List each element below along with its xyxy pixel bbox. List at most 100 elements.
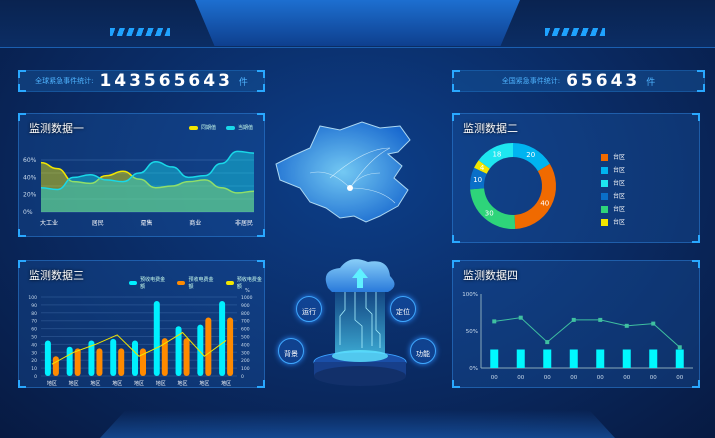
data-point — [598, 317, 603, 322]
panel-monitor-4: 监测数据四 0% 50% 100% 00 00 00 00 00 00 00 00 — [452, 260, 700, 388]
x-tick-label: 00 — [676, 375, 683, 381]
y2-tick-label: 300 — [241, 350, 250, 356]
x-tick-label: 00 — [570, 375, 577, 381]
y2-tick-label: 0 — [241, 374, 244, 380]
x-tick-label: 00 — [491, 375, 498, 381]
panel-monitor-2: 监测数据二 20 40 30 10 4 18 台区 台区 台区 台区 台区 台区 — [452, 113, 700, 243]
bar — [219, 300, 226, 376]
legend-item: 台区 — [601, 216, 625, 229]
y2-tick-label: 900 — [241, 303, 250, 309]
bar-line-chart: 0% 50% 100% 00 00 00 00 00 00 00 00 — [462, 292, 693, 381]
corner-decoration — [692, 113, 700, 121]
header-bar — [0, 0, 715, 48]
donut-legend: 台区 台区 台区 台区 台区 台区 — [601, 151, 625, 229]
legend-item: 台区 — [601, 203, 625, 216]
y2-tick-label: 500 — [241, 335, 250, 341]
corner-decoration — [18, 113, 26, 121]
corner-decoration — [257, 229, 265, 237]
header-decoration — [545, 28, 605, 36]
x-tick-label: 00 — [544, 375, 551, 381]
legend-item: 台区 — [601, 151, 625, 164]
y-tick-label: 100 — [28, 295, 37, 301]
data-point — [545, 340, 550, 345]
bar — [622, 349, 631, 368]
data-point — [492, 319, 497, 324]
corner-decoration — [452, 113, 460, 121]
x-tick-label: 地区 — [199, 380, 209, 387]
x-tick-label: 地区 — [47, 380, 57, 387]
donut-slice — [470, 167, 487, 190]
y-tick-label: 70 — [31, 319, 37, 325]
panel-monitor-3: 监测数据三 预收电费金额 预收电费金额 预收电费金额 0 0 10 100 20 200 3… — [18, 260, 265, 388]
panel-monitor-1: 监测数据一 同期值 当期值 0% 20% 40% 60% 大工业 居民 趸售 商业 非居民 — [18, 113, 265, 237]
bar — [161, 338, 168, 376]
feature-locate[interactable]: 定位 — [390, 296, 416, 322]
map-china-icon — [275, 121, 411, 223]
y-tick-label: 0 — [34, 374, 37, 380]
slice-label: 4 — [480, 164, 485, 172]
corner-decoration — [697, 84, 705, 92]
slice-label: 10 — [473, 176, 482, 184]
feature-function[interactable]: 功能 — [410, 338, 436, 364]
feature-run[interactable]: 运行 — [296, 296, 322, 322]
corner-decoration — [692, 260, 700, 268]
corner-decoration — [692, 380, 700, 388]
bar — [132, 340, 138, 376]
y-tick-label: 100% — [462, 292, 478, 298]
panel-title: 监测数据二 — [463, 122, 518, 135]
corner-decoration — [257, 84, 265, 92]
header-title-plate — [195, 0, 520, 46]
panel-title: 监测数据四 — [463, 269, 518, 282]
corner-decoration — [18, 260, 26, 268]
x-tick-label: 大工业 — [40, 219, 58, 227]
y-tick-label: 20 — [31, 358, 37, 364]
y2-tick-label: 200 — [241, 358, 250, 364]
bar — [649, 349, 658, 368]
slice-label: 30 — [485, 210, 494, 218]
bar — [205, 317, 212, 376]
series-line — [494, 317, 681, 348]
area-chart: 0% 20% 40% 60% 大工业 居民 趸售 商业 非居民 — [23, 150, 255, 227]
bar — [569, 349, 578, 368]
corner-decoration — [257, 113, 265, 121]
x-tick-label: 商业 — [189, 219, 201, 227]
donut-slice — [514, 163, 556, 229]
donut-slice — [478, 143, 514, 169]
y-tick-label: 30 — [31, 350, 37, 356]
x-tick-label: 地区 — [69, 380, 79, 387]
series-line — [51, 331, 227, 365]
y2-tick-label: 100 — [241, 366, 250, 372]
legend-item: 同期值 — [189, 124, 216, 131]
bar — [110, 338, 117, 376]
feature-background[interactable]: 背景 — [278, 338, 304, 364]
national-stat-label: 全国紧急事件统计: — [501, 77, 561, 85]
bar — [140, 348, 146, 376]
chart-legend: 同期值 当期值 — [189, 124, 253, 131]
donut-slice — [470, 187, 516, 229]
corner-decoration — [452, 260, 460, 268]
y-tick-label: 10 — [31, 366, 37, 372]
legend-item: 预收电费金额 — [129, 276, 167, 290]
series-area — [41, 162, 254, 212]
corner-decoration — [18, 70, 26, 78]
bar — [175, 326, 182, 376]
y-tick-label: 80 — [31, 311, 37, 317]
corner-decoration — [18, 84, 26, 92]
corner-decoration — [452, 380, 460, 388]
bar — [66, 346, 73, 376]
panel-title: 监测数据一 — [29, 122, 84, 135]
x-tick-label: 00 — [597, 375, 604, 381]
bar-line-chart: 0 0 10 100 20 200 30 300 40 400 50 500 60 600 70 700 80 8… — [28, 288, 252, 387]
bar — [74, 348, 81, 376]
national-stat-value: 65643 — [566, 71, 641, 91]
bar — [88, 340, 95, 376]
y-tick-label: 60% — [23, 157, 37, 164]
corner-decoration — [452, 235, 460, 243]
data-point — [571, 317, 576, 322]
x-tick-label: 地区 — [156, 380, 166, 387]
x-tick-label: 地区 — [178, 380, 188, 387]
x-tick-label: 趸售 — [140, 219, 152, 227]
footer-glow — [100, 410, 615, 438]
series-line — [40, 150, 255, 191]
bar — [516, 349, 525, 368]
